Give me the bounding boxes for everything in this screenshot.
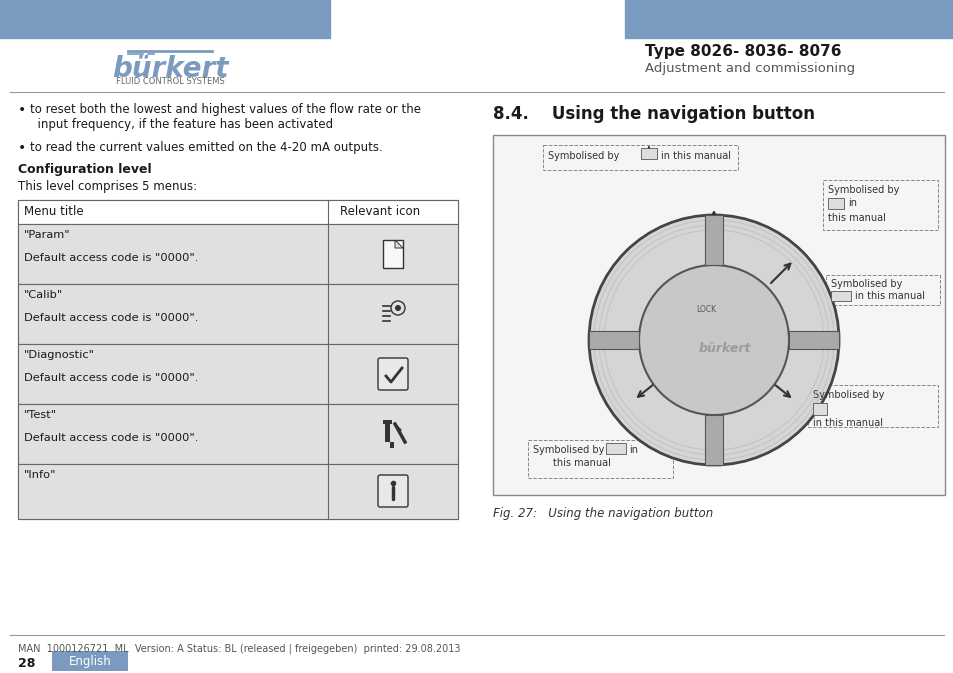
Text: in this manual: in this manual (660, 151, 730, 161)
Text: Symbolised by: Symbolised by (812, 390, 883, 400)
Bar (542, 145, 738, 170)
Text: FLUID CONTROL SYSTEMS: FLUID CONTROL SYSTEMS (115, 77, 224, 86)
Text: This level comprises 5 menus:: This level comprises 5 menus: (18, 180, 197, 193)
Text: Adjustment and commissioning: Adjustment and commissioning (644, 62, 854, 75)
Bar (493, 135, 944, 495)
Bar (788, 331, 838, 349)
Bar (18, 344, 457, 404)
Bar (18, 464, 457, 519)
Text: Type 8026- 8036- 8076: Type 8026- 8036- 8076 (644, 44, 841, 59)
Text: "Calib"

Default access code is "0000".: "Calib" Default access code is "0000". (24, 290, 198, 323)
FancyBboxPatch shape (377, 358, 408, 390)
Text: MAN  1000126721  ML  Version: A Status: BL (released | freigegeben)  printed: 29: MAN 1000126721 ML Version: A Status: BL … (18, 643, 460, 653)
Text: Symbolised by: Symbolised by (830, 279, 902, 289)
Bar (704, 215, 722, 265)
Bar (588, 331, 639, 349)
Text: "Test"

Default access code is "0000".: "Test" Default access code is "0000". (24, 410, 198, 444)
Text: Relevant icon: Relevant icon (339, 205, 419, 218)
Bar (624, 0, 953, 38)
Bar (825, 275, 939, 305)
FancyBboxPatch shape (377, 475, 408, 507)
Bar (827, 198, 843, 209)
Text: LOCK: LOCK (696, 306, 716, 314)
Bar (18, 200, 457, 224)
Bar (52, 651, 128, 671)
Bar (390, 442, 394, 448)
Bar (18, 284, 457, 344)
Bar (382, 420, 392, 424)
Text: "Info": "Info" (24, 470, 56, 480)
Text: to read the current values emitted on the 4-20 mA outputs.: to read the current values emitted on th… (30, 141, 382, 154)
Text: in this manual: in this manual (812, 418, 882, 428)
Bar (0, 0, 330, 38)
Text: Menu title: Menu title (24, 205, 84, 218)
Text: •: • (18, 141, 27, 155)
Bar (18, 224, 457, 284)
Text: in: in (628, 445, 638, 455)
Text: this manual: this manual (553, 458, 610, 468)
Circle shape (395, 305, 400, 311)
Text: 28: 28 (18, 657, 35, 670)
Bar (807, 385, 937, 427)
Bar (830, 291, 850, 301)
Bar (385, 420, 390, 442)
Polygon shape (395, 240, 402, 248)
Bar (605, 443, 625, 454)
Text: Symbolised by: Symbolised by (827, 185, 899, 195)
Circle shape (391, 301, 405, 315)
Text: in this manual: in this manual (854, 291, 924, 301)
Bar (812, 403, 826, 415)
Bar (822, 180, 937, 230)
Text: Configuration level: Configuration level (18, 163, 152, 176)
Text: English: English (69, 655, 112, 668)
Text: •: • (18, 103, 27, 117)
Bar (382, 240, 402, 268)
Text: "Param"

Default access code is "0000".: "Param" Default access code is "0000". (24, 230, 198, 263)
Text: in: in (847, 198, 856, 208)
Text: Fig. 27:   Using the navigation button: Fig. 27: Using the navigation button (493, 507, 713, 520)
Bar (18, 200, 457, 519)
Text: this manual: this manual (827, 213, 885, 223)
Circle shape (588, 215, 838, 465)
Bar (18, 404, 457, 464)
Text: bürkert: bürkert (699, 341, 751, 355)
Text: to reset both the lowest and highest values of the flow rate or the
  input freq: to reset both the lowest and highest val… (30, 103, 420, 131)
Text: bürkert: bürkert (112, 55, 228, 83)
Text: "Diagnostic"

Default access code is "0000".: "Diagnostic" Default access code is "000… (24, 350, 198, 383)
Bar (527, 440, 672, 478)
Circle shape (639, 265, 788, 415)
Text: Symbolised by: Symbolised by (533, 445, 604, 455)
Bar (704, 415, 722, 465)
Text: 8.4.    Using the navigation button: 8.4. Using the navigation button (493, 105, 814, 123)
Text: Symbolised by: Symbolised by (547, 151, 618, 161)
Bar (640, 148, 657, 159)
